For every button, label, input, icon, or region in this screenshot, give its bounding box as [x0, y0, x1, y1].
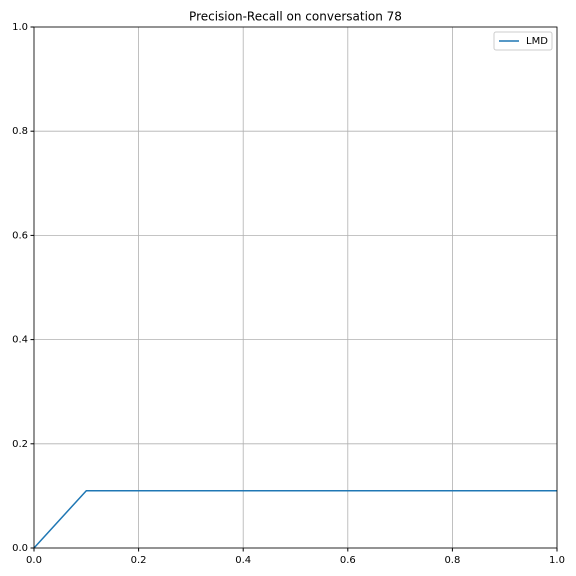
- line: [33, 489, 557, 549]
- x-tick-label: 0.4: [235, 555, 251, 566]
- x-tick-label: 0.0: [26, 555, 42, 566]
- x-tick-label: 0.6: [340, 555, 356, 566]
- x-tick-label: 0.8: [444, 555, 460, 566]
- y-tick-label: 0.6: [12, 230, 28, 241]
- y-tick-label: 1.0: [12, 22, 28, 33]
- y-tick-label: 0.8: [12, 126, 28, 137]
- legend-label: LMD: [526, 36, 548, 47]
- y-tick-label: 0.4: [12, 335, 28, 346]
- y-tick-label: 0.2: [12, 439, 28, 450]
- x-tick-label: 1.0: [549, 555, 565, 566]
- axes-frame: [33, 26, 558, 549]
- x-tick-label: 0.2: [131, 555, 147, 566]
- y-tick-label: 0.0: [12, 543, 28, 554]
- legend-box: [493, 31, 553, 51]
- chart-title: Precision-Recall on conversation 78: [189, 10, 402, 24]
